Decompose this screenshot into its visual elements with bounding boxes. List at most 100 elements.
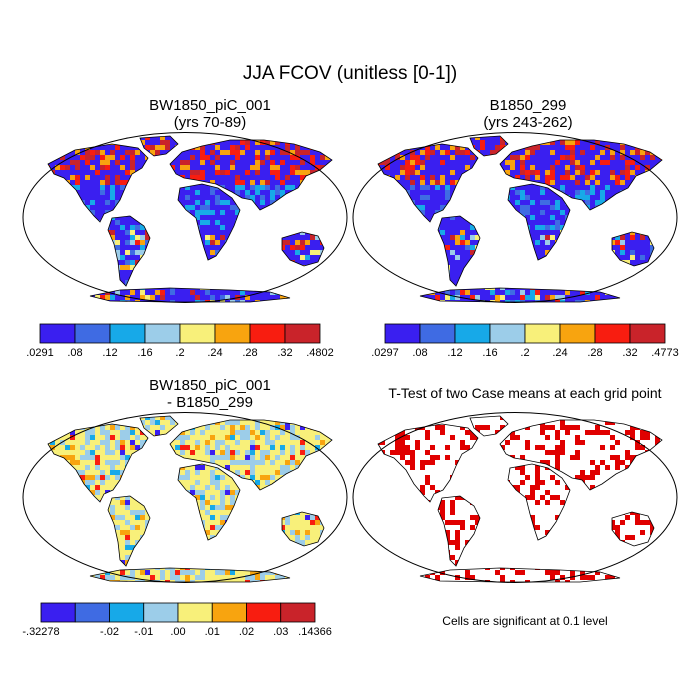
map-cell — [370, 150, 375, 155]
map-cell — [495, 145, 500, 150]
map-cell — [55, 165, 60, 170]
map-case2 — [350, 130, 680, 305]
map-cell — [335, 155, 340, 160]
map-cell — [48, 265, 50, 270]
map-cell — [670, 245, 675, 250]
map-cell — [520, 210, 525, 215]
map-cell — [645, 165, 650, 170]
map-cell — [140, 230, 145, 235]
map-cell — [295, 165, 300, 170]
map-cell — [365, 155, 370, 160]
map-cell — [290, 175, 295, 180]
map-cell — [235, 170, 240, 175]
map-cell — [100, 416, 105, 420]
map-cell — [205, 150, 210, 155]
map-cell — [230, 130, 235, 135]
map-cell — [595, 170, 600, 175]
coastline-australia — [281, 231, 325, 267]
map-cell — [365, 145, 370, 150]
map-cell — [380, 155, 385, 160]
map-cell — [245, 155, 250, 160]
map-cell — [240, 195, 245, 200]
map-cell — [55, 425, 60, 430]
map-cell — [190, 195, 195, 200]
map-cell — [545, 225, 550, 230]
map-cell — [420, 300, 425, 302]
map-cell — [305, 290, 310, 295]
map-cell — [90, 200, 95, 205]
map-cell — [660, 255, 662, 260]
map-cell — [650, 140, 655, 145]
map-cell — [20, 135, 25, 140]
map-cell — [60, 170, 65, 175]
map-cell — [555, 170, 560, 175]
map-cell — [160, 416, 165, 420]
map-cell — [405, 185, 410, 190]
map-cell — [378, 155, 380, 160]
map-cell — [535, 155, 540, 160]
map-cell — [255, 136, 260, 140]
map-cell — [350, 300, 355, 305]
map-cell — [25, 250, 30, 255]
map-cell — [200, 190, 205, 195]
map-cell — [120, 180, 125, 185]
map-cell — [95, 150, 100, 155]
map-cell — [20, 150, 25, 155]
map-cell — [625, 240, 630, 245]
map-cell — [665, 275, 670, 280]
map-cell — [660, 280, 662, 285]
map-cell — [340, 130, 345, 135]
map-cell — [675, 150, 680, 155]
map-cell — [620, 250, 625, 255]
map-cell — [530, 200, 535, 205]
map-cell — [275, 190, 280, 195]
map-cell — [330, 255, 332, 260]
map-cell — [300, 130, 305, 135]
map-cell — [330, 175, 332, 180]
map-cell — [470, 130, 475, 135]
map-cell — [355, 165, 360, 170]
map-cell — [340, 420, 345, 425]
map-cell — [450, 190, 455, 195]
map-cell — [560, 170, 565, 175]
map-cell — [125, 225, 130, 230]
map-cell — [620, 245, 625, 250]
map-cell — [415, 185, 420, 190]
map-cell — [445, 160, 450, 165]
map-cell — [395, 160, 400, 165]
map-cell — [205, 225, 210, 230]
map-cell — [30, 430, 35, 435]
map-cell — [140, 300, 145, 302]
map-cell — [160, 136, 165, 140]
map-cell — [205, 430, 210, 435]
map-cell — [250, 195, 255, 200]
map-cell — [450, 275, 455, 280]
map-cell — [415, 150, 420, 155]
map-cell — [385, 145, 390, 150]
map-cell — [555, 220, 560, 225]
map-cell — [170, 420, 175, 425]
map-cell — [545, 295, 550, 300]
map-cell — [530, 235, 535, 240]
map-cell — [635, 165, 640, 170]
map-cell — [210, 230, 215, 235]
map-cell — [285, 290, 290, 295]
map-cell — [50, 295, 55, 300]
map-cell — [405, 150, 410, 155]
map-cell — [405, 170, 410, 175]
map-cell — [200, 175, 205, 180]
map-cell — [520, 170, 525, 175]
map-cell — [415, 180, 420, 185]
map-cell — [560, 165, 565, 170]
map-cell — [30, 420, 35, 425]
map-cell — [120, 245, 125, 250]
map-cell — [550, 240, 555, 245]
map-cell — [115, 240, 120, 245]
map-cell — [110, 425, 115, 430]
map-cell — [40, 300, 45, 305]
map-cell — [585, 190, 590, 195]
map-cell — [665, 265, 670, 270]
map-cell — [320, 136, 325, 140]
map-cell — [60, 130, 65, 135]
map-cell — [280, 300, 285, 302]
